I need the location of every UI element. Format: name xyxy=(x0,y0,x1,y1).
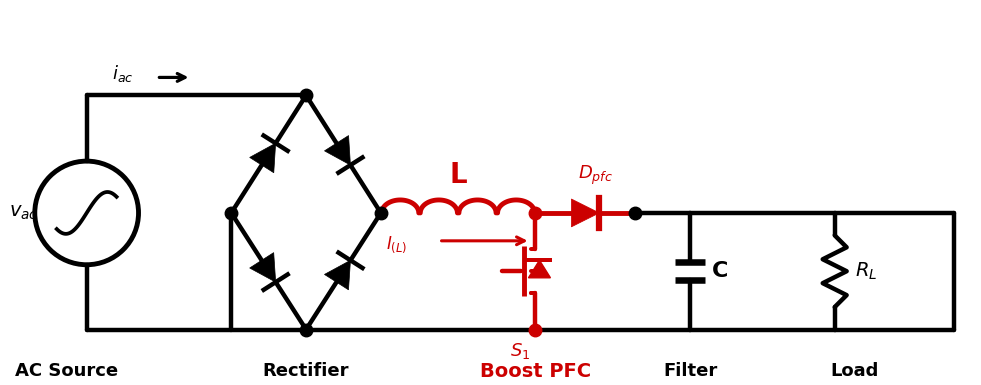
Polygon shape xyxy=(325,136,350,165)
Text: Filter: Filter xyxy=(663,362,717,380)
Text: $D_{pfc}$: $D_{pfc}$ xyxy=(578,164,613,187)
Text: $I_{(L)}$: $I_{(L)}$ xyxy=(386,234,407,255)
Polygon shape xyxy=(250,253,276,282)
Text: Boost PFC: Boost PFC xyxy=(480,362,591,381)
Text: $R_L$: $R_L$ xyxy=(854,261,877,282)
Text: Rectifier: Rectifier xyxy=(263,362,349,380)
Polygon shape xyxy=(529,260,550,278)
Text: C: C xyxy=(712,261,728,281)
Text: $v_{ac}$: $v_{ac}$ xyxy=(9,203,38,223)
Polygon shape xyxy=(325,260,350,290)
Text: AC Source: AC Source xyxy=(15,362,119,380)
Polygon shape xyxy=(571,199,599,227)
Text: Load: Load xyxy=(831,362,879,380)
Text: L: L xyxy=(449,161,467,189)
Polygon shape xyxy=(250,143,276,173)
Text: $S_1$: $S_1$ xyxy=(510,341,531,362)
Text: $i_{ac}$: $i_{ac}$ xyxy=(112,63,133,84)
